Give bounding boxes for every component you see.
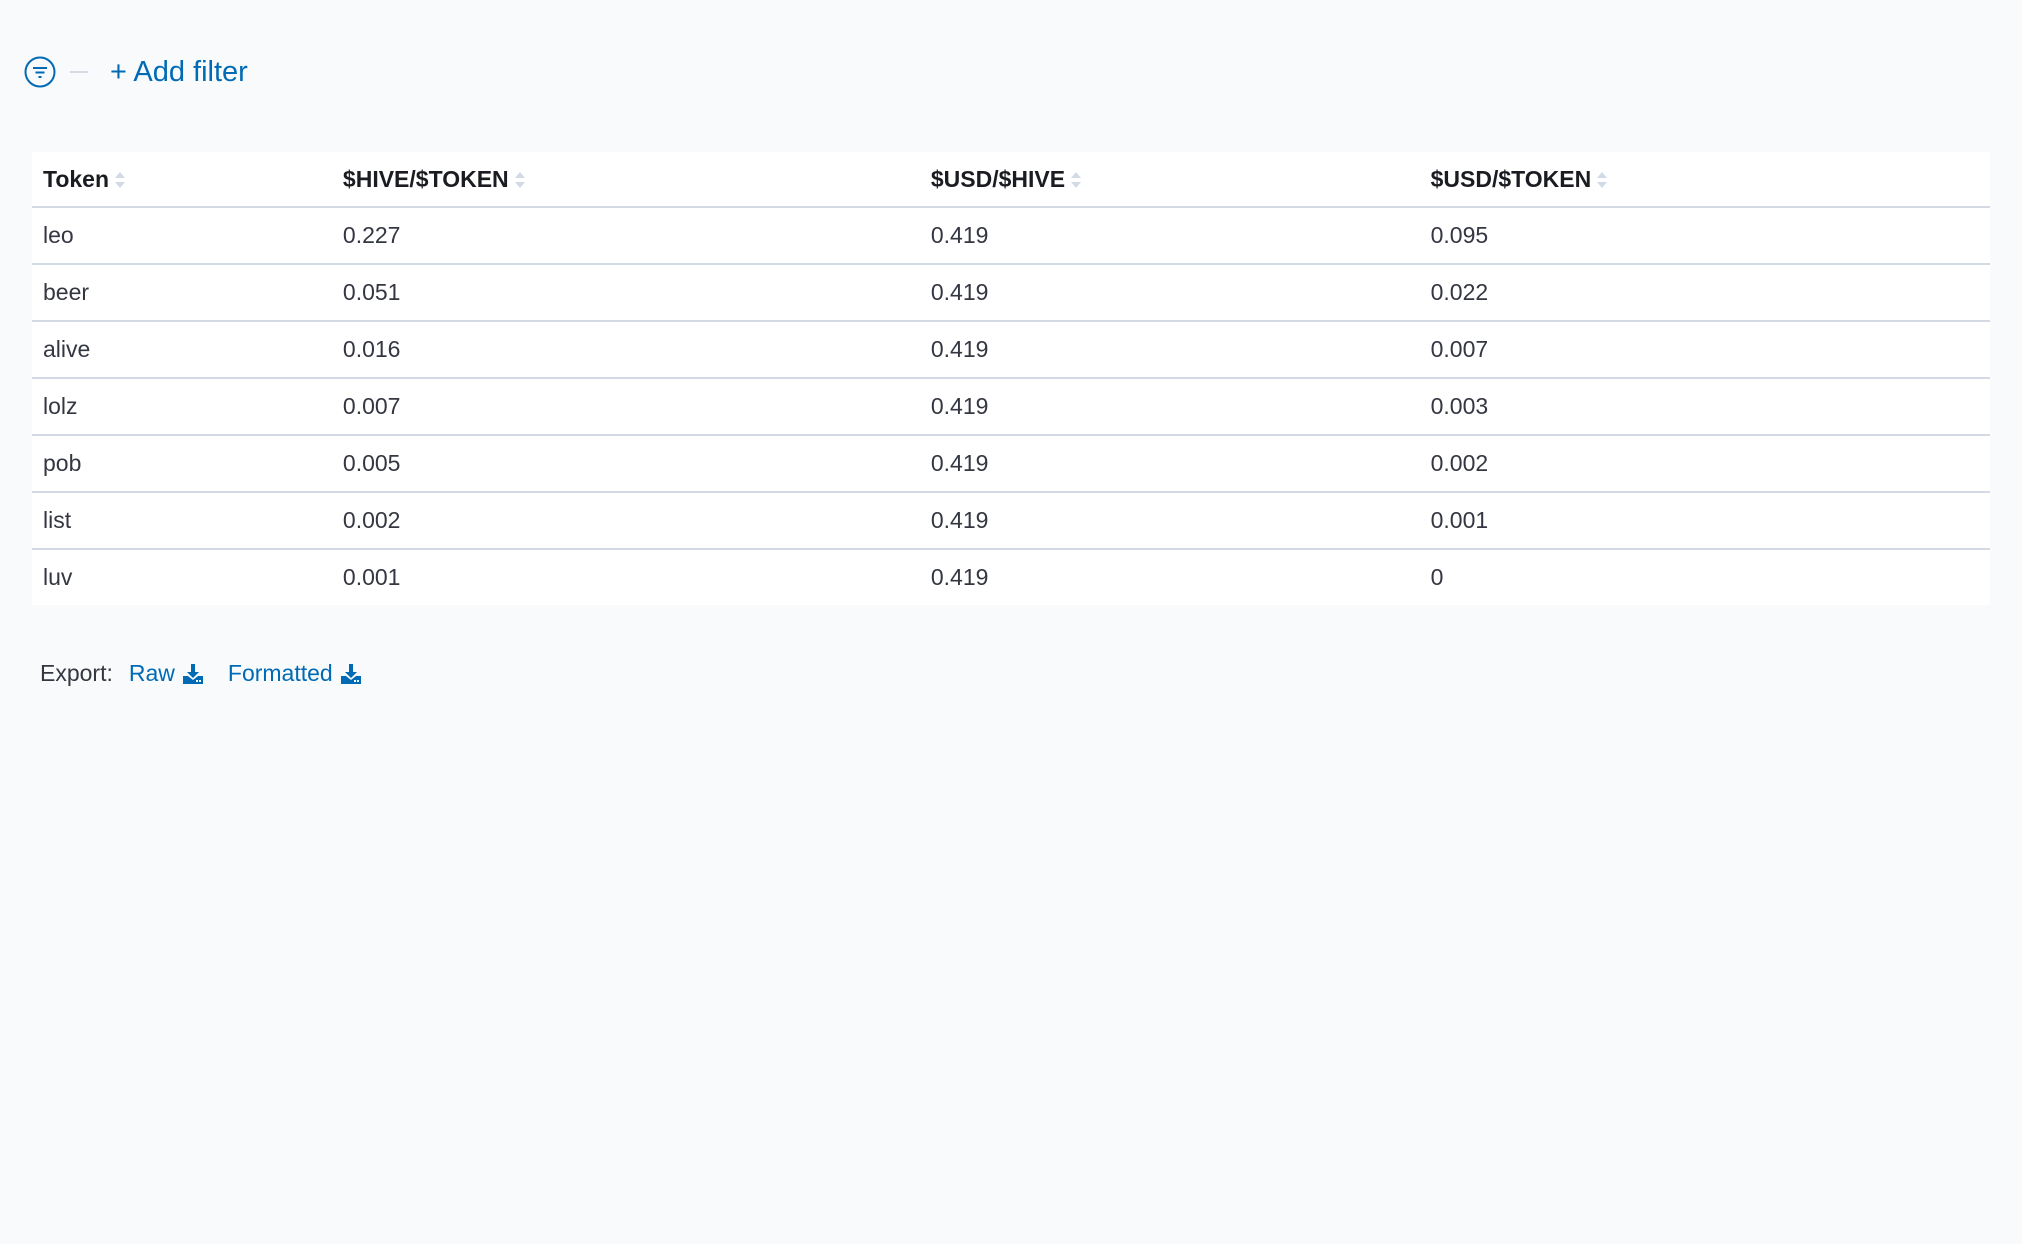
table-cell: 0.051: [331, 264, 920, 322]
table-cell: 0.095: [1419, 207, 1990, 265]
column-header-label: $USD/$TOKEN: [1430, 165, 1592, 192]
download-icon: [340, 663, 361, 684]
column-header-label: $USD/$HIVE: [930, 165, 1066, 192]
table-cell: 0.227: [331, 207, 920, 265]
export-raw-link[interactable]: Raw: [129, 660, 204, 687]
column-header[interactable]: Token: [32, 152, 332, 208]
sort-icon[interactable]: [1069, 170, 1083, 190]
table-cell: 0.022: [1419, 264, 1990, 322]
table-cell: luv: [43, 564, 73, 590]
table-cell: 0.001: [342, 564, 401, 590]
table-cell: 0.419: [919, 435, 1420, 493]
table-cell: 0.419: [919, 378, 1420, 436]
table-cell: alive: [32, 321, 332, 379]
column-header-label: Token: [43, 165, 110, 192]
column-header[interactable]: $USD/$TOKEN: [1419, 152, 1990, 208]
table-cell: pob: [32, 435, 332, 493]
table-cell: list: [32, 492, 332, 550]
export-formatted-label: Formatted: [227, 660, 333, 686]
token-price-table: Token $HIVE/$TOKEN $USD/$HIVE $USD/$TOKEN l…: [32, 152, 1990, 605]
export-label: Export:: [40, 660, 113, 686]
sort-icon[interactable]: [1595, 170, 1609, 190]
table-cell: 0.003: [1419, 378, 1990, 436]
table-cell: 0.419: [919, 207, 1420, 265]
export-formatted-link[interactable]: Formatted: [228, 660, 362, 687]
table-cell: 0.001: [1419, 492, 1990, 550]
table-cell: 0.005: [331, 435, 920, 493]
table-row: list 0.002 0.419 0.001: [32, 492, 1990, 550]
table-row: beer 0.051 0.419 0.022: [32, 264, 1990, 322]
separator: [70, 71, 88, 73]
table-cell: 0.002: [331, 492, 920, 550]
table-cell: 0.002: [1419, 435, 1990, 493]
table-cell: beer: [32, 264, 332, 322]
add-filter-button[interactable]: + Add filter: [110, 55, 248, 88]
table-cell: 0.419: [919, 264, 1420, 322]
table-row: lolz 0.007 0.419 0.003: [32, 378, 1990, 436]
table-cell: 0.016: [331, 321, 920, 379]
filter-icon[interactable]: [24, 56, 56, 88]
table-cell: leo: [32, 207, 332, 265]
filter-bar: + Add filter: [24, 54, 248, 90]
table-cell: 0.419: [919, 492, 1420, 550]
column-header-label: $HIVE/$TOKEN: [342, 165, 509, 192]
table-cell: 0: [1430, 564, 1444, 590]
table-row: pob 0.005 0.419 0.002: [32, 435, 1990, 493]
table-cell: lolz: [32, 378, 332, 436]
download-icon: [182, 663, 203, 684]
sort-icon[interactable]: [513, 170, 527, 190]
table-row: leo 0.227 0.419 0.095: [32, 207, 1990, 265]
table-row: luv 0.001 0.419 0: [32, 549, 1990, 605]
export-raw-label: Raw: [128, 660, 175, 686]
column-header[interactable]: $HIVE/$TOKEN: [331, 152, 920, 208]
export-bar: Export: Raw Formatted: [40, 660, 386, 687]
table-cell: 0.007: [1419, 321, 1990, 379]
column-header[interactable]: $USD/$HIVE: [919, 152, 1420, 208]
table-cell: 0.419: [930, 564, 989, 590]
sort-icon[interactable]: [113, 170, 127, 190]
table-cell: 0.419: [919, 321, 1420, 379]
table-cell: 0.007: [331, 378, 920, 436]
table-row: alive 0.016 0.419 0.007: [32, 321, 1990, 379]
